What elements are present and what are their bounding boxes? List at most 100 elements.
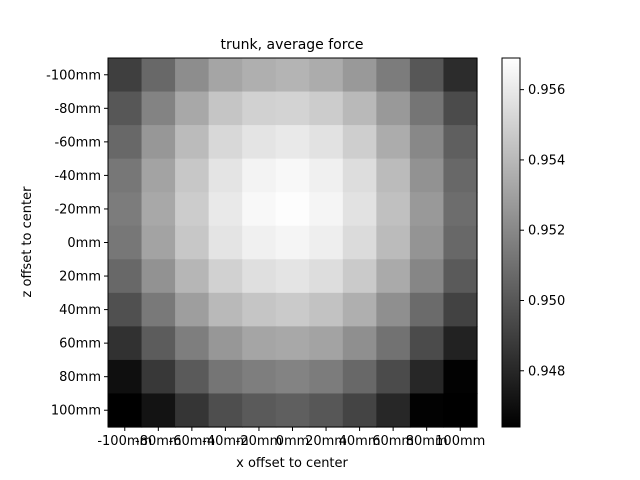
heatmap-cell [141,259,176,294]
heatmap-cell [141,192,176,227]
heatmap-cell [275,292,310,327]
heatmap-cell [175,359,210,395]
heatmap-cell [443,359,478,395]
colorbar [501,57,521,428]
heatmap-cell [275,158,310,193]
heatmap-cell [443,192,478,227]
heatmap-cell [342,359,377,395]
heatmap-cell [342,91,377,126]
heatmap-cell [443,225,478,260]
heatmap-cell [108,58,143,93]
heatmap-cell [208,326,243,361]
heatmap-cell [376,359,411,395]
heatmap-cell [141,158,176,193]
heatmap-cell [275,58,310,93]
x-axis-label: x offset to center [236,456,348,471]
x-tick-label: -20mm [236,434,283,449]
heatmap-cell [108,326,143,361]
heatmap-cell [141,225,176,260]
heatmap-cell [141,292,176,327]
heatmap-cell [242,292,277,327]
heatmap-cell [376,393,411,428]
heatmap-cell [342,326,377,361]
heatmap-cell [409,326,445,361]
heatmap-cell [275,326,310,361]
y-tick-label: -80mm [54,102,101,117]
x-tick-label: -60mm [169,434,216,449]
heatmap-cell [443,292,478,327]
heatmap-cell [208,58,243,93]
heatmap-cell [175,393,210,428]
y-tick-label: 20mm [59,270,101,285]
heatmap-cell [376,91,411,126]
heatmap-cell [175,58,210,93]
heatmap-cell [275,125,310,160]
heatmap-cell [242,359,277,395]
heatmap-cell [443,91,478,126]
colorbar-tick-label: 0.950 [528,294,565,309]
heatmap-cell [108,91,143,126]
heatmap-cell [409,359,445,395]
heatmap-cell [409,91,445,126]
heatmap-cell [309,58,344,93]
x-tick-label: 20mm [305,434,347,449]
colorbar-tick-label: 0.956 [528,83,565,98]
heatmap-cell [309,192,344,227]
heatmap-cell [108,125,143,160]
colorbar-tick-label: 0.952 [528,224,565,239]
heatmap-cell [376,158,411,193]
heatmap-cell [208,158,243,193]
y-tick-label: 0mm [67,236,101,251]
heatmap-cell [208,225,243,260]
x-tick-label: -80mm [135,434,182,449]
colorbar-tick-label: 0.954 [528,153,565,168]
heatmap-cell [175,91,210,126]
heatmap-cell [242,192,277,227]
heatmap-cell [108,259,143,294]
y-tick-label: 100mm [51,404,101,419]
y-tick-label: -100mm [46,68,101,83]
heatmap-cell [275,259,310,294]
heatmap-cell [275,192,310,227]
x-tick-label: 40mm [339,434,381,449]
heatmap-cell [242,259,277,294]
heatmap-cell [409,292,445,327]
heatmap-cell [309,359,344,395]
heatmap-cell [376,192,411,227]
heatmap-cell [443,326,478,361]
heatmap-cell [309,91,344,126]
heatmap-cell [175,125,210,160]
y-tick-label: 40mm [59,303,101,318]
y-axis-label: z offset to center [20,186,35,298]
heatmap-cell [309,326,344,361]
heatmap-cell [242,158,277,193]
heatmap-cell [309,393,344,428]
heatmap-cell [141,91,176,126]
heatmap-cell [309,292,344,327]
y-tick-label: 80mm [59,370,101,385]
heatmap-cell [342,192,377,227]
heatmap-cell [108,225,143,260]
x-tick-label: 0mm [276,434,310,449]
heatmap-cell [376,292,411,327]
heatmap-grid [108,58,478,428]
y-tick-label: 60mm [59,337,101,352]
heatmap-cell [208,292,243,327]
heatmap-cell [141,58,176,93]
heatmap-cell [409,158,445,193]
heatmap-cell [208,259,243,294]
heatmap-cell [208,192,243,227]
heatmap-cell [175,225,210,260]
heatmap-cell [175,292,210,327]
heatmap-cell [409,225,445,260]
heatmap-cell [443,58,478,93]
heatmap-cell [309,158,344,193]
heatmap-cell [141,359,176,395]
heatmap-cell [242,91,277,126]
heatmap-cell [242,58,277,93]
heatmap-cell [208,359,243,395]
heatmap-cell [242,393,277,428]
heatmap-cell [376,259,411,294]
heatmap-cell [409,58,445,93]
heatmap-cell [175,192,210,227]
